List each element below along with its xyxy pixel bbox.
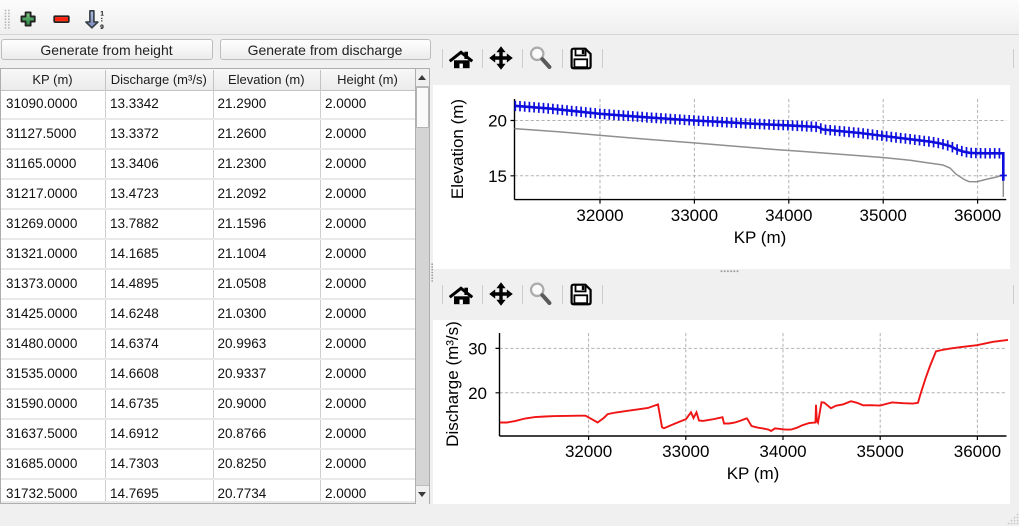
svg-text:Elevation (m): Elevation (m)	[448, 99, 467, 199]
svg-text:33000: 33000	[671, 206, 718, 225]
svg-text:35000: 35000	[860, 206, 907, 225]
svg-text:34000: 34000	[759, 442, 806, 461]
svg-text:32000: 32000	[565, 442, 612, 461]
svg-text:33000: 33000	[662, 442, 709, 461]
svg-text:15: 15	[488, 167, 507, 186]
svg-text:36000: 36000	[954, 442, 1001, 461]
svg-text:KP (m): KP (m)	[734, 228, 787, 247]
svg-text:35000: 35000	[857, 442, 904, 461]
svg-text:20: 20	[468, 384, 487, 403]
svg-text:34000: 34000	[765, 206, 812, 225]
svg-text:32000: 32000	[576, 206, 623, 225]
svg-text:30: 30	[468, 339, 487, 358]
svg-text:KP (m): KP (m)	[727, 464, 780, 483]
svg-text:20: 20	[488, 112, 507, 131]
svg-text:9: 9	[100, 24, 104, 31]
svg-text:Discharge (m³/s): Discharge (m³/s)	[443, 321, 462, 447]
svg-text:36000: 36000	[954, 206, 1001, 225]
svg-text:1: 1	[100, 10, 104, 17]
